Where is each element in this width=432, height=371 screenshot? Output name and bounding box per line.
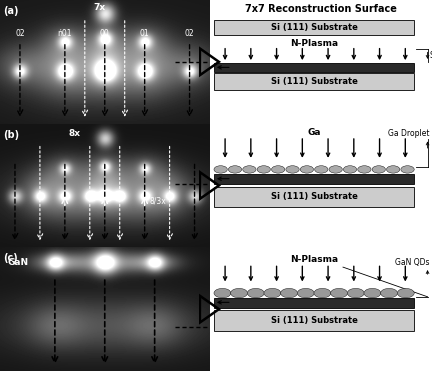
Circle shape [247, 288, 264, 298]
Text: (c): (c) [3, 253, 18, 263]
Text: Ga: Ga [307, 128, 321, 137]
Text: Si₃N₄ layer: Si₃N₄ layer [430, 51, 432, 60]
Text: GaN QDs: GaN QDs [395, 258, 430, 267]
Circle shape [297, 288, 314, 298]
Circle shape [397, 288, 414, 298]
Text: GaN: GaN [8, 258, 29, 267]
Bar [214, 63, 414, 72]
Circle shape [214, 166, 227, 173]
Bar [214, 298, 414, 308]
Circle shape [381, 288, 397, 298]
Bar [214, 187, 414, 207]
Text: 01: 01 [140, 29, 149, 38]
Text: 7x: 7x [94, 3, 106, 12]
Text: (b): (b) [3, 129, 19, 139]
Circle shape [387, 166, 400, 173]
Circle shape [300, 166, 314, 173]
Text: 7x7 Reconstruction Surface: 7x7 Reconstruction Surface [245, 4, 397, 14]
Text: Si (111) Substrate: Si (111) Substrate [271, 192, 358, 201]
Text: Si (111) Substrate: Si (111) Substrate [271, 77, 358, 86]
Circle shape [330, 288, 347, 298]
Bar [214, 311, 414, 331]
Bar [214, 20, 414, 35]
Text: 02: 02 [15, 29, 25, 38]
Circle shape [343, 166, 357, 173]
Circle shape [314, 166, 328, 173]
Text: Si (111) Substrate: Si (111) Substrate [271, 316, 358, 325]
Circle shape [257, 166, 270, 173]
Text: N-Plasma: N-Plasma [290, 39, 338, 48]
Circle shape [286, 166, 299, 173]
Circle shape [281, 288, 298, 298]
Circle shape [347, 288, 364, 298]
Text: 00: 00 [100, 29, 110, 38]
Circle shape [314, 288, 331, 298]
Bar [214, 174, 414, 184]
Text: N-Plasma: N-Plasma [290, 255, 338, 264]
Text: (a): (a) [3, 6, 19, 16]
Circle shape [264, 288, 281, 298]
Text: Ga Droplet: Ga Droplet [388, 129, 430, 138]
Circle shape [243, 166, 256, 173]
Circle shape [364, 288, 381, 298]
Text: Si (111) Substrate: Si (111) Substrate [271, 23, 358, 32]
Text: 8/3x: 8/3x [149, 197, 166, 206]
Circle shape [329, 166, 342, 173]
Circle shape [401, 166, 414, 173]
Text: ń01: ń01 [57, 29, 72, 38]
Bar [214, 73, 414, 90]
Circle shape [231, 288, 248, 298]
Circle shape [214, 288, 231, 298]
Text: 8x: 8x [69, 129, 81, 138]
Text: 02: 02 [185, 29, 194, 38]
Circle shape [358, 166, 371, 173]
Circle shape [271, 166, 285, 173]
Circle shape [229, 166, 241, 173]
Circle shape [372, 166, 385, 173]
